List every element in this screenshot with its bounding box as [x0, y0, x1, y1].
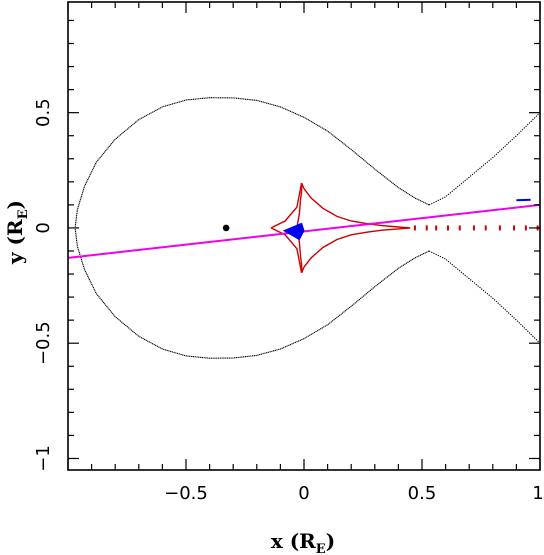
caustic-tail-dot-1 — [425, 225, 428, 231]
tick-labels: −0.5 0 0.5 1 −1 −0.5 0 0.5 — [33, 98, 544, 504]
caustic-tail-dot-6 — [484, 225, 487, 231]
x-tick-label: 0.5 — [408, 483, 437, 504]
y-tick-label: −0.5 — [33, 321, 54, 365]
x-axis-label-sub: E — [316, 542, 326, 555]
caustic-lower-branch — [296, 227, 411, 274]
y-tick-label: 0.5 — [33, 98, 54, 127]
lens-point — [222, 224, 230, 232]
y-tick-label: −1 — [33, 445, 54, 472]
caustic-tail-dot-2 — [435, 225, 438, 231]
x-tick-label: 1 — [532, 483, 543, 504]
caustic-tail-dot-5 — [472, 225, 475, 231]
y-axis-label: y (RE) — [3, 200, 31, 265]
plot-series-group — [68, 97, 540, 359]
source-far-segment — [516, 198, 531, 202]
source-shape — [282, 222, 305, 241]
x-tick-label: 0 — [298, 483, 309, 504]
critical-curve-right-lower — [428, 250, 540, 344]
axis-ticks — [67, 2, 541, 470]
caustic-upper-branch — [296, 182, 411, 229]
caustic-tail-dot-7 — [498, 225, 501, 231]
caustic-tail-dot-4 — [458, 225, 461, 231]
y-tick-label: 0 — [33, 222, 54, 233]
x-axis-label: x (RE) — [271, 529, 335, 555]
x-tick-label: −0.5 — [164, 483, 208, 504]
caustic-tail-dot-8 — [513, 225, 516, 231]
plot-frame — [67, 1, 541, 471]
x-axis-label-main: x (R — [271, 529, 316, 553]
plot-content — [68, 97, 540, 359]
caustic-left-wing-upper — [270, 182, 303, 229]
y-axis-label-close: ) — [3, 200, 27, 209]
caustic-left-wing-lower — [270, 227, 303, 274]
caustic-tail-dot-9 — [524, 225, 527, 231]
critical-curve-right-upper — [428, 112, 540, 206]
caustic-tail-dot-0 — [413, 225, 416, 231]
x-axis-label-close: ) — [326, 529, 335, 553]
y-axis-label-sub: E — [16, 209, 31, 219]
caustic-tail-dot-3 — [446, 225, 449, 231]
y-axis-label-main: y (R — [3, 219, 27, 265]
